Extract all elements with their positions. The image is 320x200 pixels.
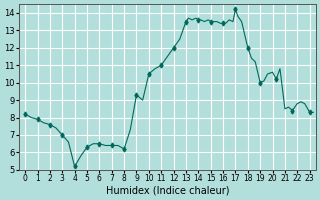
X-axis label: Humidex (Indice chaleur): Humidex (Indice chaleur) <box>106 186 229 196</box>
